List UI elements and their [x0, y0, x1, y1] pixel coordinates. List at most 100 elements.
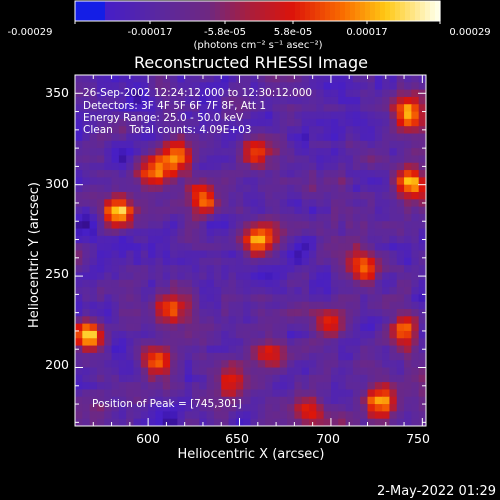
- heatmap-cell: [243, 330, 251, 339]
- heatmap-cell: [155, 418, 164, 427]
- heatmap-cell: [265, 345, 273, 354]
- heatmap-cell: [309, 170, 317, 178]
- heatmap-cell: [199, 250, 208, 259]
- heatmap-cell: [265, 82, 273, 91]
- heatmap-cell: [404, 235, 412, 244]
- heatmap-cell: [382, 309, 390, 317]
- heatmap-cell: [352, 418, 361, 427]
- heatmap-cell: [389, 265, 398, 273]
- heatmap-cell: [330, 396, 339, 405]
- heatmap-cell: [404, 265, 412, 273]
- heatmap-cell: [104, 411, 113, 420]
- heatmap-cell: [213, 118, 222, 127]
- heatmap-cell: [82, 287, 91, 295]
- heatmap-cell: [396, 345, 405, 354]
- heatmap-cell: [148, 243, 156, 251]
- heatmap-cell: [221, 272, 230, 281]
- heatmap-cell: [404, 301, 412, 310]
- heatmap-cell: [294, 294, 303, 303]
- heatmap-cell: [118, 162, 127, 171]
- heatmap-cell: [206, 243, 215, 251]
- heatmap-cell: [111, 389, 120, 398]
- heatmap-cell: [82, 411, 91, 420]
- heatmap-cell: [287, 82, 295, 91]
- heatmap-cell: [228, 316, 237, 325]
- heatmap-cell: [352, 192, 361, 200]
- heatmap-cell: [104, 206, 113, 215]
- heatmap-cell: [323, 118, 332, 127]
- heatmap-cell: [235, 272, 244, 281]
- heatmap-cell: [221, 250, 230, 259]
- heatmap-cell: [199, 148, 208, 156]
- heatmap-cell: [177, 309, 186, 317]
- heatmap-cell: [309, 89, 317, 98]
- heatmap-cell: [411, 89, 420, 98]
- heatmap-cell: [323, 162, 332, 171]
- heatmap-cell: [133, 382, 142, 390]
- heatmap-cell: [155, 184, 164, 193]
- heatmap-cell: [192, 133, 200, 142]
- heatmap-cell: [104, 323, 113, 332]
- heatmap-cell: [199, 404, 208, 412]
- heatmap-cell: [294, 396, 303, 405]
- heatmap-cell: [367, 133, 376, 142]
- heatmap-cell: [133, 257, 142, 266]
- colorbar-swatch: [360, 1, 366, 21]
- cbar-tick-label: 5.8e-05: [274, 27, 312, 38]
- heatmap-cell: [206, 228, 215, 237]
- heatmap-cell: [96, 382, 105, 390]
- colorbar-swatch: [130, 1, 136, 21]
- heatmap-cell: [272, 228, 281, 237]
- heatmap-cell: [250, 396, 259, 405]
- heatmap-cell: [213, 396, 222, 405]
- heatmap-cell: [140, 404, 149, 412]
- heatmap-cell: [338, 170, 347, 178]
- heatmap-cell: [301, 250, 310, 259]
- heatmap-cell: [104, 265, 113, 273]
- heatmap-cell: [155, 279, 164, 288]
- heatmap-cell: [118, 360, 127, 368]
- heatmap-cell: [213, 133, 222, 142]
- heatmap-cell: [316, 309, 325, 317]
- heatmap-cell: [257, 411, 266, 420]
- heatmap-cell: [162, 213, 171, 222]
- heatmap-cell: [411, 323, 420, 332]
- heatmap-cell: [301, 418, 310, 427]
- heatmap-cell: [89, 199, 98, 208]
- heatmap-cell: [148, 140, 156, 149]
- heatmap-cell: [96, 367, 105, 376]
- heatmap-cell: [345, 170, 354, 178]
- heatmap-cell: [323, 221, 332, 230]
- heatmap-cell: [111, 213, 120, 222]
- heatmap-cell: [206, 206, 215, 215]
- heatmap-cell: [133, 345, 142, 354]
- heatmap-cell: [411, 228, 420, 237]
- heatmap-cell: [382, 272, 390, 281]
- x-tick-label: 600: [136, 431, 160, 446]
- heatmap-cell: [374, 140, 383, 149]
- heatmap-cell: [206, 389, 215, 398]
- heatmap-cell: [345, 89, 354, 98]
- heatmap-cell: [265, 96, 273, 105]
- heatmap-cell: [228, 301, 237, 310]
- heatmap-cell: [75, 396, 83, 405]
- heatmap-cell: [250, 111, 259, 120]
- heatmap-cell: [162, 367, 171, 376]
- heatmap-cell: [396, 396, 405, 405]
- heatmap-cell: [389, 140, 398, 149]
- heatmap-cell: [75, 133, 83, 142]
- heatmap-cell: [199, 177, 208, 186]
- colorbar-swatch: [320, 1, 326, 21]
- heatmap-cell: [228, 382, 237, 390]
- y-tick-label: 200: [45, 357, 69, 372]
- heatmap-cell: [287, 75, 295, 83]
- heatmap-cell: [294, 89, 303, 98]
- heatmap-cell: [111, 118, 120, 127]
- heatmap-cell: [404, 374, 412, 383]
- heatmap-cell: [338, 250, 347, 259]
- heatmap-cell: [118, 250, 127, 259]
- heatmap-cell: [382, 104, 390, 113]
- heatmap-cell: [206, 126, 215, 134]
- heatmap-cell: [111, 177, 120, 186]
- heatmap-cell: [235, 206, 244, 215]
